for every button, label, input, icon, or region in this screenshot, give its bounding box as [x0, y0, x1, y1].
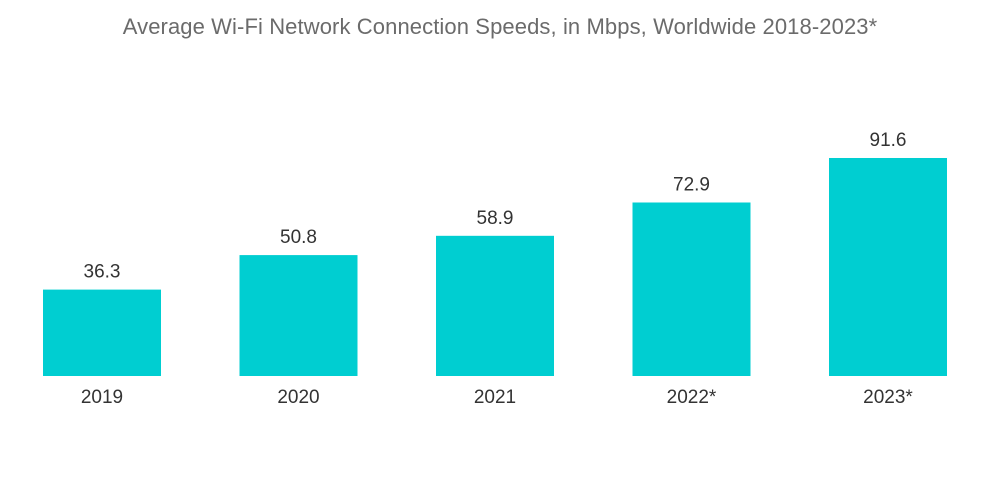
- value-label-2020: 50.8: [280, 227, 317, 248]
- x-tick-label-2022: 2022*: [667, 387, 717, 408]
- bar-2021: [436, 235, 554, 376]
- bar-2022: [632, 202, 751, 376]
- value-label-2019: 36.3: [84, 262, 121, 283]
- chart-title: Average Wi-Fi Network Connection Speeds,…: [122, 14, 878, 39]
- bar-2023: [829, 157, 947, 376]
- tick-labels-group: 2019 2020 2021 2022* 2023*: [81, 387, 914, 408]
- value-label-2022: 72.9: [673, 174, 710, 195]
- bar-2020: [239, 255, 358, 376]
- x-tick-label-2020: 2020: [277, 387, 319, 408]
- value-labels-group: 36.3 50.8 58.9 72.9 91.6: [84, 130, 907, 283]
- bar-2019: [43, 289, 161, 376]
- x-tick-label-2019: 2019: [81, 387, 123, 408]
- value-label-2021: 58.9: [477, 208, 514, 229]
- x-tick-label-2021: 2021: [474, 387, 516, 408]
- value-label-2023: 91.6: [870, 130, 907, 151]
- bars-group: [43, 157, 947, 376]
- x-tick-label-2023: 2023*: [863, 387, 913, 408]
